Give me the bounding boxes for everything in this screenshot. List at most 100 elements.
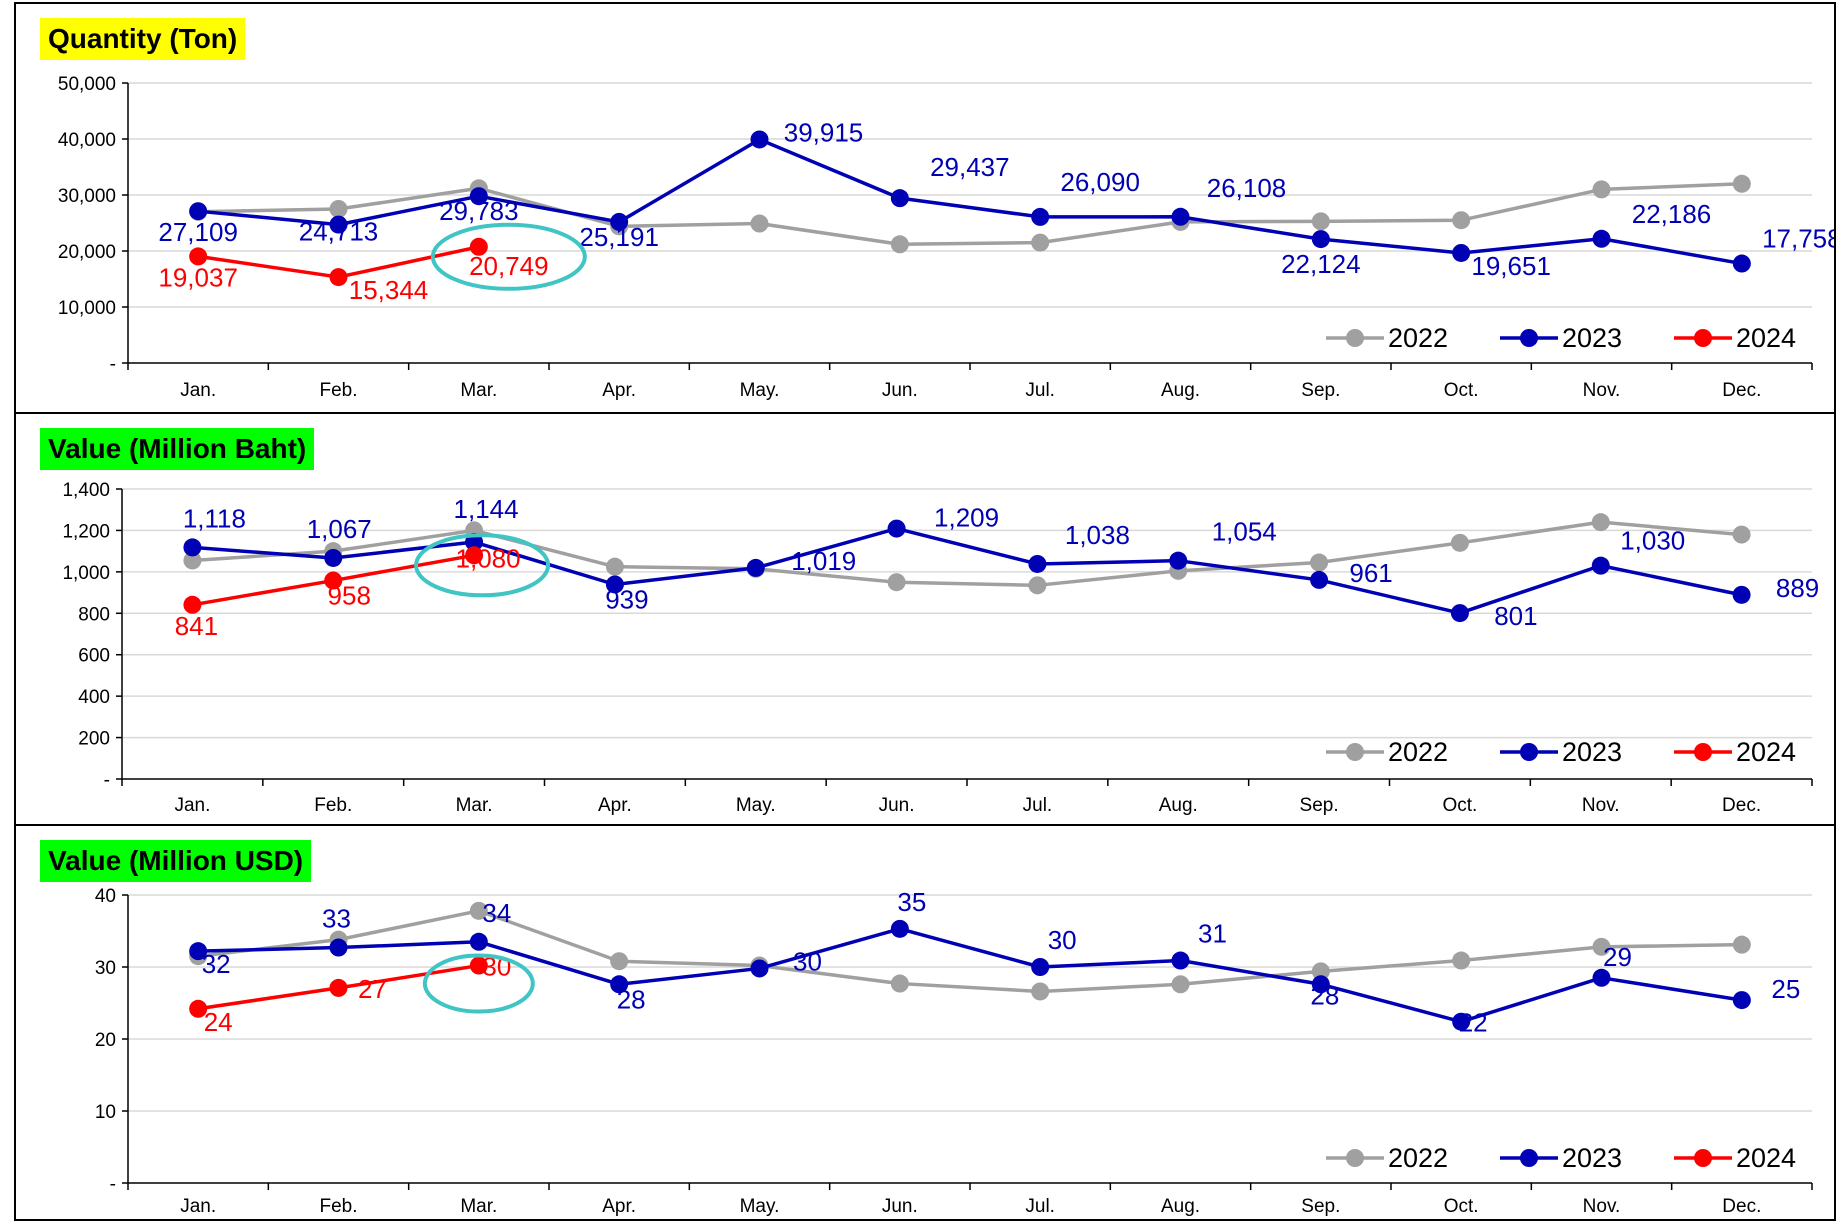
data-point-2023 bbox=[1171, 951, 1190, 970]
x-tick-label: Nov. bbox=[1582, 795, 1620, 816]
y-tick-label: 600 bbox=[78, 646, 110, 667]
y-tick-label: 1,400 bbox=[62, 480, 110, 501]
data-point-2023 bbox=[189, 202, 208, 221]
data-point-2022 bbox=[1311, 962, 1330, 981]
data-label-2023: 1,118 bbox=[183, 503, 246, 533]
y-tick-label: 10,000 bbox=[58, 298, 116, 319]
data-point-2022 bbox=[1591, 513, 1610, 532]
data-label-2023: 32 bbox=[202, 949, 231, 979]
legend-marker-2023 bbox=[1520, 743, 1538, 761]
data-label-2023: 1,038 bbox=[1065, 520, 1130, 550]
data-point-2022 bbox=[1732, 174, 1751, 193]
legend-marker-2024 bbox=[1694, 329, 1712, 347]
y-tick-label: 20,000 bbox=[58, 242, 116, 263]
data-point-2022 bbox=[890, 974, 909, 993]
data-label-2023: 1,144 bbox=[454, 494, 519, 524]
legend-label-2024: 2024 bbox=[1736, 1143, 1796, 1173]
legend-label-2022: 2022 bbox=[1388, 323, 1448, 353]
y-tick-label: 10 bbox=[95, 1102, 116, 1123]
legend-label-2023: 2023 bbox=[1562, 1143, 1622, 1173]
x-tick-label: Dec. bbox=[1722, 795, 1761, 816]
x-tick-label: Aug. bbox=[1161, 380, 1200, 401]
legend-label-2024: 2024 bbox=[1736, 323, 1796, 353]
data-label-2023: 25 bbox=[1771, 974, 1800, 1004]
data-label-2023: 1,019 bbox=[791, 546, 856, 576]
data-point-2022 bbox=[183, 551, 202, 570]
data-point-2023 bbox=[1732, 585, 1751, 604]
x-tick-label: Mar. bbox=[460, 380, 497, 401]
data-point-2023 bbox=[329, 215, 348, 234]
x-tick-label: Jan. bbox=[180, 380, 216, 401]
x-tick-label: Jun. bbox=[879, 795, 915, 816]
data-label-2023: 1,067 bbox=[307, 514, 372, 544]
data-label-2023: 19,651 bbox=[1471, 251, 1551, 281]
data-point-2022 bbox=[329, 200, 348, 218]
data-point-2022 bbox=[1592, 180, 1611, 199]
data-point-2022 bbox=[1311, 212, 1330, 231]
data-point-2023 bbox=[1169, 551, 1188, 570]
data-point-2023 bbox=[324, 548, 343, 567]
x-tick-label: Apr. bbox=[602, 380, 636, 401]
data-point-2022 bbox=[1028, 576, 1047, 595]
legend-marker-2024 bbox=[1694, 743, 1712, 761]
data-point-2023 bbox=[1452, 1012, 1471, 1031]
data-label-2023: 30 bbox=[793, 946, 822, 976]
chart-title: Value (Million Baht) bbox=[40, 428, 315, 470]
data-label-2023: 30 bbox=[1048, 925, 1077, 955]
data-label-2024: 24 bbox=[204, 1007, 233, 1037]
y-tick-label: 50,000 bbox=[58, 74, 116, 95]
data-point-2022 bbox=[887, 573, 906, 592]
data-label-2023: 31 bbox=[1198, 919, 1227, 949]
chart-title: Quantity (Ton) bbox=[40, 18, 246, 60]
series-line-2022 bbox=[197, 909, 1742, 994]
legend-label-2022: 2022 bbox=[1388, 737, 1448, 767]
legend-marker-2022 bbox=[1346, 743, 1364, 761]
value-usd-line-chart: - 10 20 30 40 Jan. Feb. Mar. Apr. May. Jun. Jul. Aug… bbox=[95, 886, 1813, 1217]
data-label-2023: 35 bbox=[897, 887, 926, 917]
data-point-2023 bbox=[1592, 968, 1611, 987]
data-point-2023 bbox=[1450, 604, 1469, 623]
data-point-2023 bbox=[1310, 570, 1329, 589]
data-label-2023: 22 bbox=[1459, 1008, 1488, 1038]
data-point-2023 bbox=[183, 538, 202, 557]
legend-label-2023: 2023 bbox=[1562, 323, 1622, 353]
data-point-2023 bbox=[750, 959, 769, 978]
data-point-2023 bbox=[610, 212, 629, 231]
x-tick-label: Mar. bbox=[456, 795, 493, 816]
x-tick-label: Sep. bbox=[1300, 795, 1339, 816]
data-point-2023 bbox=[1592, 229, 1611, 248]
data-label-2024: 841 bbox=[175, 611, 218, 641]
quantity-line-chart: - 10,000 20,000 30,000 40,000 50,000 Jan. Feb. M… bbox=[58, 74, 1834, 401]
y-tick-label: 30 bbox=[95, 958, 116, 979]
x-tick-label: Dec. bbox=[1722, 1196, 1761, 1217]
data-label-2023: 28 bbox=[1310, 980, 1339, 1010]
data-label-2024: 15,344 bbox=[349, 275, 429, 305]
data-point-2024 bbox=[189, 999, 208, 1018]
x-tick-label: Feb. bbox=[319, 380, 357, 401]
data-label-2023: 39,915 bbox=[784, 117, 864, 147]
data-label-2023: 24,713 bbox=[299, 217, 379, 247]
data-label-2023: 1,209 bbox=[934, 503, 999, 533]
data-point-2022 bbox=[610, 952, 629, 971]
x-tick-label: May. bbox=[740, 1196, 780, 1217]
data-point-2022 bbox=[890, 235, 909, 254]
data-point-2023 bbox=[1732, 991, 1751, 1010]
data-point-2022 bbox=[1592, 937, 1611, 956]
data-label-2023: 26,108 bbox=[1207, 173, 1287, 203]
data-label-2023: 33 bbox=[322, 904, 351, 934]
data-label-2023: 22,124 bbox=[1281, 249, 1361, 279]
data-label-2023: 1,054 bbox=[1212, 517, 1277, 547]
x-tick-label: Oct. bbox=[1444, 380, 1479, 401]
data-point-2023 bbox=[890, 919, 909, 938]
legend-marker-2023 bbox=[1520, 329, 1538, 347]
value-baht-chart-panel: Value (Million Baht) - 200 400 600 800 1,000 1… bbox=[14, 412, 1836, 826]
data-point-2022 bbox=[1031, 982, 1050, 1001]
data-label-2023: 17,758 bbox=[1762, 224, 1834, 254]
data-point-2023 bbox=[1031, 207, 1050, 226]
data-label-2023: 29,437 bbox=[930, 152, 1010, 182]
y-tick-label: 30,000 bbox=[58, 186, 116, 207]
data-label-2023: 22,186 bbox=[1632, 199, 1712, 229]
highlight-ellipse bbox=[430, 222, 587, 291]
x-tick-label: Jun. bbox=[882, 1196, 918, 1217]
